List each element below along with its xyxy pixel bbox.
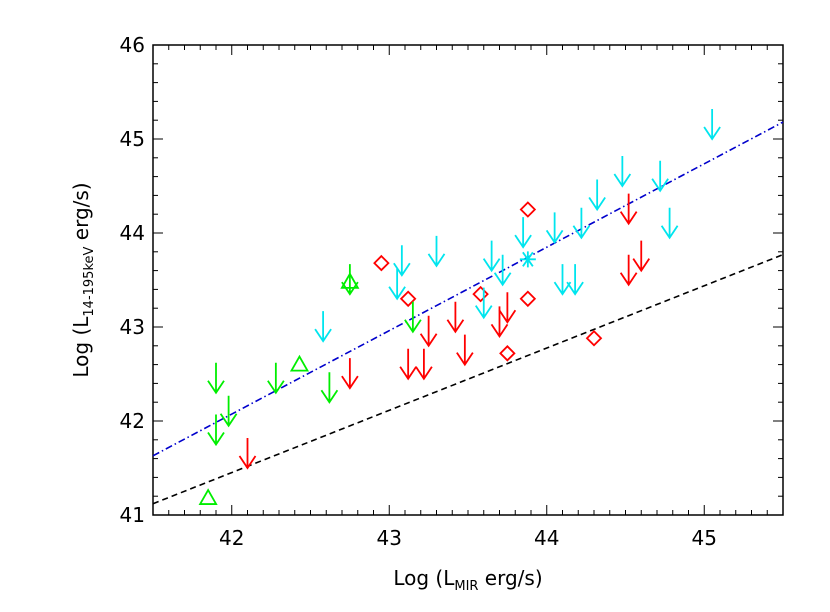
upper-limit-arrow	[660, 207, 679, 240]
upper-limit-arrow	[514, 217, 532, 249]
blue-fit-line	[152, 121, 784, 457]
upper-limit-arrow	[456, 334, 474, 367]
upper-limit-arrow	[207, 414, 225, 447]
upper-limit-arrow	[341, 358, 359, 390]
upper-limit-arrow	[545, 212, 564, 245]
diamond-marker	[472, 285, 489, 303]
x-axis-title: Log (LMIR erg/s)	[393, 566, 542, 594]
triangle-marker	[198, 488, 218, 505]
upper-limit-arrow	[207, 362, 225, 395]
upper-limit-arrow	[498, 292, 517, 324]
y-axis-title: Log (L14-195keV erg/s)	[69, 182, 97, 377]
x-axis-title-prefix: Log (L	[393, 566, 455, 590]
upper-limit-arrow	[446, 301, 465, 334]
upper-limit-arrow	[613, 156, 632, 188]
upper-limit-arrow	[553, 264, 572, 296]
y-tick-label: 46	[120, 33, 145, 57]
asterisk-marker	[519, 251, 536, 268]
diamond-marker	[399, 290, 417, 308]
upper-limit-arrow	[415, 348, 433, 381]
upper-limit-arrow	[219, 395, 238, 428]
x-axis: 42 43 44 45	[152, 45, 784, 550]
upper-limit-arrow	[419, 315, 438, 348]
upper-limit-arrow	[238, 438, 257, 470]
upper-limit-arrow	[393, 245, 411, 277]
upper-limit-arrow	[619, 254, 638, 287]
upper-limit-arrow	[619, 193, 638, 226]
y-tick-label: 41	[120, 503, 145, 527]
upper-limit-arrow	[314, 311, 332, 343]
upper-limit-arrow	[388, 268, 406, 301]
x-axis-title-suffix: erg/s)	[478, 566, 542, 590]
y-axis-title-sub: 14-195keV	[82, 246, 97, 316]
x-tick-label: 42	[219, 526, 244, 550]
x-tick-label: 43	[377, 526, 402, 550]
diamond-marker	[519, 201, 537, 218]
upper-limit-arrow	[482, 240, 501, 273]
y-tick-label: 43	[120, 315, 145, 339]
upper-limit-arrow	[588, 179, 606, 212]
upper-limit-arrow	[427, 235, 446, 268]
upper-limit-arrow	[475, 287, 493, 320]
upper-limit-arrow	[399, 348, 417, 381]
diamond-marker	[519, 290, 537, 308]
upper-limit-arrow	[651, 160, 669, 193]
y-tick-label: 42	[120, 409, 145, 433]
upper-limit-arrow	[566, 264, 584, 296]
y-tick-label: 44	[120, 221, 145, 245]
data-points	[198, 109, 721, 505]
triangle-marker	[289, 354, 310, 372]
y-axis-title-prefix: Log (L	[69, 316, 93, 378]
reference-lines	[152, 121, 784, 505]
x-tick-label: 44	[534, 526, 559, 550]
diamond-marker	[373, 254, 390, 272]
x-tick-label: 45	[692, 526, 717, 550]
diamond-marker	[499, 345, 516, 362]
upper-limit-arrow	[572, 207, 591, 240]
upper-limit-arrow	[632, 240, 650, 273]
upper-limit-arrow	[341, 264, 359, 296]
upper-limit-arrow	[404, 301, 422, 334]
y-axis: 41 42 43 44 45 46	[120, 33, 783, 527]
y-tick-label: 45	[120, 127, 145, 151]
x-axis-title-sub: MIR	[454, 579, 478, 594]
upper-limit-arrow	[320, 372, 339, 404]
black-relation-line	[152, 253, 784, 505]
upper-limit-arrow	[703, 109, 721, 141]
y-axis-title-suffix: erg/s)	[69, 182, 93, 246]
upper-limit-arrow	[493, 254, 512, 287]
upper-limit-arrow	[267, 362, 285, 395]
diamond-marker	[585, 330, 603, 347]
